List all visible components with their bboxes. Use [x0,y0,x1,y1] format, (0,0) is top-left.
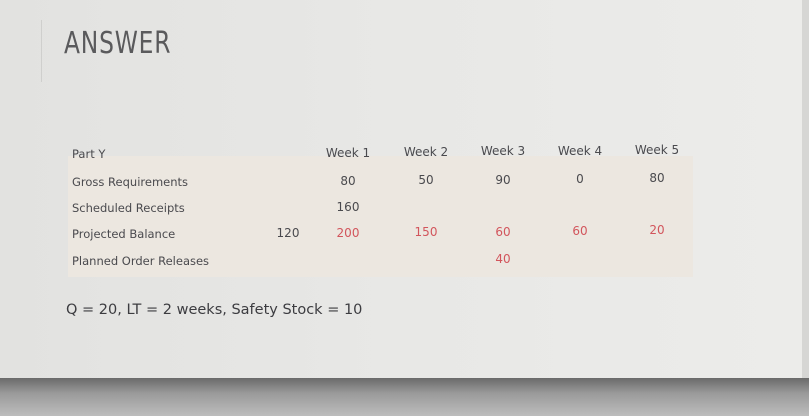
table-cell: 60 [572,224,588,238]
row-label: Scheduled Receipts [72,201,185,215]
slide-title: ANSWER [64,26,172,61]
mrp-table [68,156,693,277]
table-cell: 60 [495,225,511,239]
table-cell: 40 [495,252,511,266]
initial-balance: 120 [276,226,300,240]
week-header: Week 3 [480,144,526,158]
table-cell: 50 [418,173,434,187]
table-cell: 150 [414,225,438,239]
table-cell: 20 [649,223,665,237]
table-cell: 160 [336,200,360,214]
table-cell: 80 [649,171,665,185]
part-label: Part Y [72,147,106,161]
row-label: Gross Requirements [72,175,189,189]
monitor-bezel [0,378,809,416]
screen-edge [802,0,809,378]
week-header: Week 1 [325,146,371,160]
row-label: Planned Order Releases [72,254,210,268]
row-label: Projected Balance [72,227,176,241]
week-header: Week 5 [634,143,680,157]
table-cell: 90 [495,173,511,187]
table-cell: 200 [336,226,360,240]
week-header: Week 4 [557,144,603,158]
table-cell: 80 [340,174,356,188]
week-header: Week 2 [403,145,449,159]
parameters-note: Q = 20, LT = 2 weeks, Safety Stock = 10 [66,302,363,318]
title-divider [41,20,42,82]
table-cell: 0 [576,172,584,186]
